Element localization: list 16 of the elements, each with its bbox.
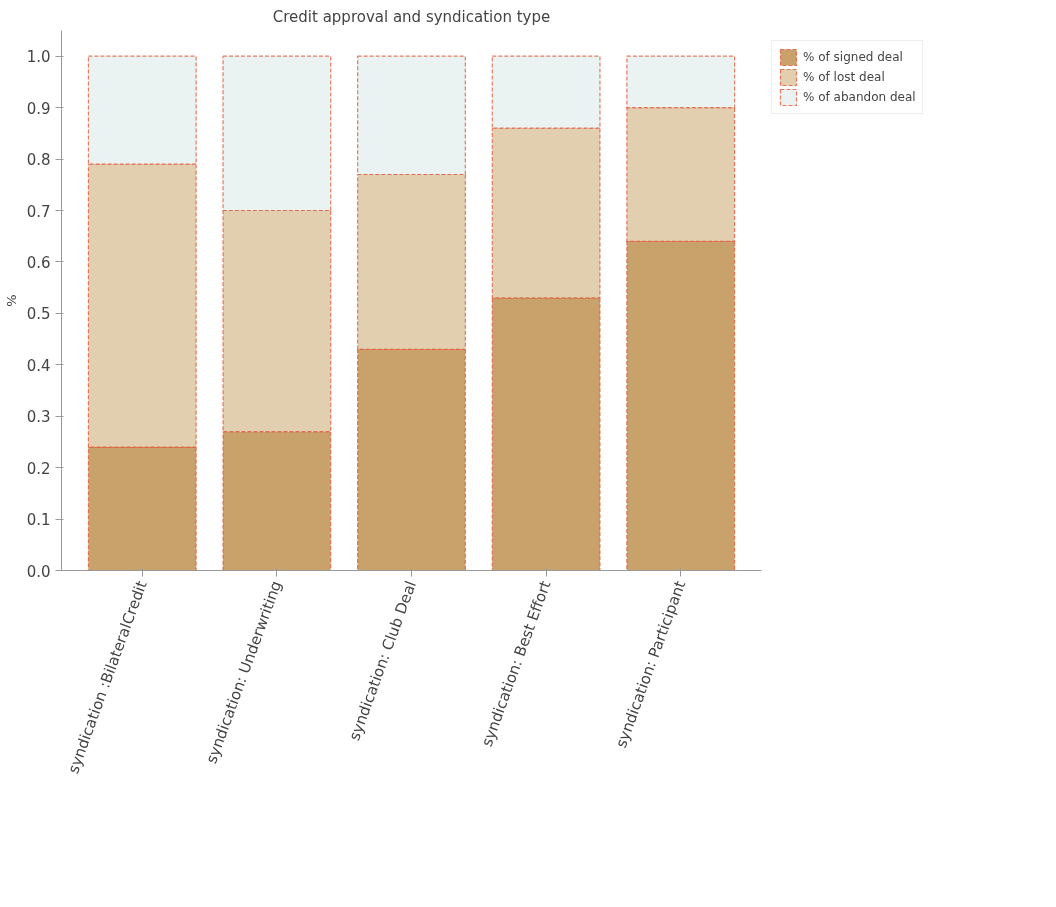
y-tick-label: 0.6 bbox=[26, 253, 51, 272]
y-tick-label: 0.7 bbox=[26, 202, 51, 221]
y-tick-label: 0.5 bbox=[26, 305, 51, 324]
y-tick-label: 0.9 bbox=[26, 99, 51, 118]
y-tick-label: 0.0 bbox=[26, 562, 51, 581]
legend-label: % of signed deal bbox=[803, 50, 903, 64]
y-tick-label: 1.0 bbox=[26, 48, 51, 67]
legend-label: % of abandon deal bbox=[803, 90, 916, 104]
y-axis-title: % bbox=[3, 294, 19, 307]
legend-label: % of lost deal bbox=[803, 70, 885, 84]
y-tick-label: 0.8 bbox=[26, 151, 51, 170]
y-tick-label: 0.2 bbox=[26, 459, 51, 478]
chart-title: Credit approval and syndication type bbox=[272, 7, 551, 26]
y-tick-label: 0.1 bbox=[26, 511, 51, 530]
y-tick-label: 0.4 bbox=[26, 356, 51, 375]
y-tick-label: 0.3 bbox=[26, 408, 51, 427]
